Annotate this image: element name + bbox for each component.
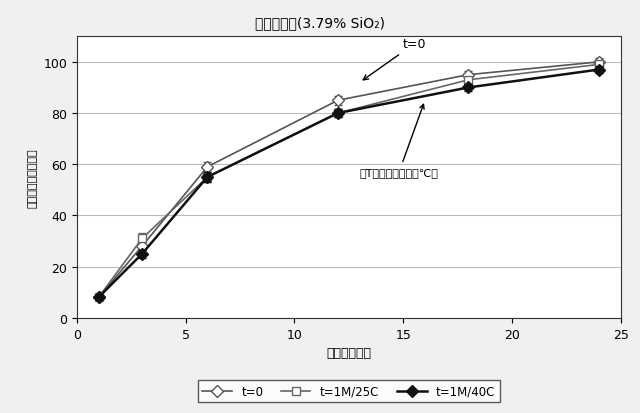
Text: （T＝１カ月、４０℃）: （T＝１カ月、４０℃） (360, 105, 438, 178)
X-axis label: 時間（時間）: 時間（時間） (326, 346, 371, 359)
Text: t=0: t=0 (364, 38, 426, 81)
Y-axis label: 累積薬物放出（％）: 累積薬物放出（％） (28, 148, 38, 207)
Legend: t=0, t=1M/25C, t=1M/40C: t=0, t=1M/25C, t=1M/40C (198, 380, 500, 402)
Text: 製剤１２：(3.79% SiO₂): 製剤１２：(3.79% SiO₂) (255, 17, 385, 31)
